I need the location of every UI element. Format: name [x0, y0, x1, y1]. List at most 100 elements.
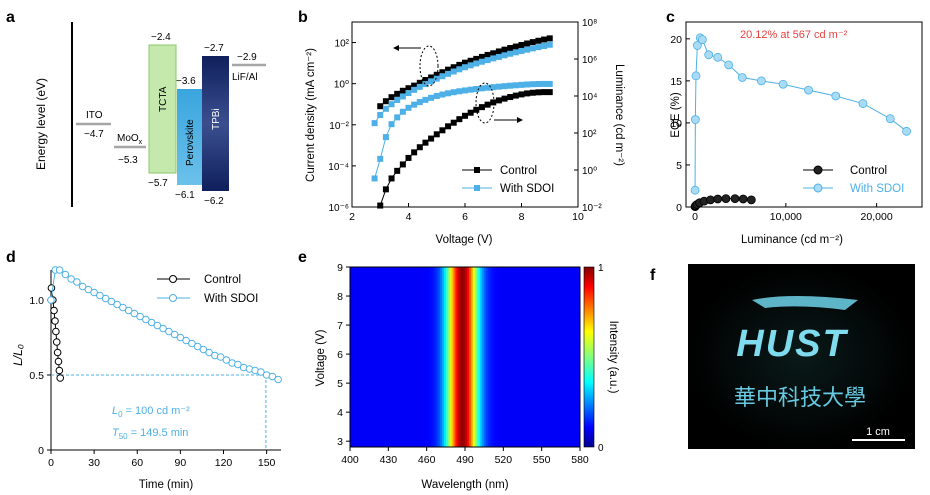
b-point: [428, 74, 435, 81]
tpbi-label: TPBi: [211, 108, 222, 130]
b-point: [546, 41, 553, 48]
d-point: [67, 275, 75, 283]
e-heat-column: [403, 267, 406, 447]
lifal-value: −2.9: [237, 52, 257, 63]
b-y2tick-label: 10²: [582, 129, 597, 140]
e-xtick-label: 460: [418, 454, 436, 466]
e-heat-column: [503, 267, 506, 447]
b-point: [416, 83, 423, 90]
b-point: [382, 186, 389, 193]
b-legend-marker: [474, 185, 480, 191]
b-point: [411, 82, 418, 89]
e-heat-column: [555, 267, 558, 447]
b-point: [467, 86, 474, 93]
b-point: [405, 154, 412, 161]
b-point: [501, 95, 508, 102]
b-point: [484, 84, 491, 91]
e-heat-column: [493, 267, 497, 447]
b-point: [546, 80, 553, 87]
b-point: [416, 79, 423, 86]
b-point: [399, 108, 406, 115]
b-point: [546, 35, 553, 42]
b-point: [439, 69, 446, 76]
e-xtick-label: 580: [571, 454, 589, 466]
c-ytick-label: 0: [676, 202, 682, 214]
plot-c: 0 10,000 20,000 0 5 10 15 20 Control With SDOI: [670, 21, 923, 223]
b-point: [507, 50, 514, 57]
e-heat-column: [557, 267, 560, 447]
b-point: [512, 43, 519, 50]
e-heat-column: [438, 267, 441, 447]
panel-e: e 400 430 460 490 520 550 580 3 4 5 6 7 8 9 Wavelengt…: [298, 249, 619, 491]
d-ylabel: L/L₀: [11, 344, 25, 366]
e-heat-column: [512, 267, 516, 447]
b-point: [535, 37, 542, 44]
e-heat-column: [476, 267, 479, 447]
b-point: [524, 40, 531, 47]
d-point: [188, 339, 196, 348]
e-heat-column: [549, 267, 552, 447]
b-y2tick-label: 10⁴: [582, 92, 597, 103]
d-point: [78, 282, 87, 291]
b-point: [501, 46, 508, 53]
b-point: [529, 45, 536, 52]
d-xtick-label: 0: [48, 457, 54, 469]
c-legend-label: With SDOI: [850, 183, 904, 195]
b-point: [439, 73, 446, 80]
plot-e: 400 430 460 490 520 550 580 3 4 5 6 7 8 9: [337, 262, 589, 466]
b-ytick-label: 10²: [335, 39, 350, 50]
e-heat-column: [574, 267, 577, 447]
e-heat-column: [509, 267, 512, 447]
e-heat-column: [369, 267, 372, 447]
plot-d: 0 30 60 90 120 150 0 0.5 1.0 Control With SDOI: [29, 266, 282, 469]
b-point: [405, 104, 412, 111]
e-heat-column: [474, 267, 477, 447]
b-point: [411, 149, 418, 156]
e-heat-column: [409, 267, 412, 447]
d-point: [257, 368, 265, 376]
panel-letter-b: b: [298, 9, 308, 26]
c-legend-label: Control: [850, 165, 887, 177]
e-heat-column: [514, 267, 518, 447]
c-xtick-label: 10,000: [770, 211, 802, 223]
c-point: [738, 194, 748, 204]
e-heat-column: [463, 267, 466, 447]
e-heat-column: [539, 267, 543, 447]
e-heat-column: [397, 267, 401, 447]
e-heat-column: [459, 267, 462, 447]
d-point: [193, 342, 202, 351]
e-heat-column: [382, 267, 385, 447]
c-point: [746, 195, 756, 205]
e-heat-column: [537, 267, 541, 447]
ito-label: ITO: [86, 110, 103, 121]
c-point: [778, 79, 788, 89]
tcta-box: [148, 44, 177, 174]
e-heat-column: [551, 267, 554, 447]
perovskite-box: [177, 89, 202, 185]
b-point: [529, 39, 536, 46]
b-point: [411, 101, 418, 108]
b-point: [422, 139, 429, 146]
moox-value: −5.3: [118, 155, 138, 166]
d-point: [96, 291, 104, 300]
b-ytick-label: 10⁻⁶: [328, 203, 349, 214]
e-heat-column: [465, 267, 468, 447]
b-point: [377, 202, 384, 209]
e-heat-column: [447, 267, 451, 447]
c-point: [704, 50, 714, 60]
panel-a: a Energy level (eV) ITO −4.7 MoOx −5.3 T…: [6, 9, 266, 207]
panel-letter-a: a: [6, 9, 15, 26]
c-xtick-label: 0: [692, 211, 698, 223]
e-heat-column: [488, 267, 491, 447]
b-arrowhead-left: [393, 45, 399, 51]
b-point: [388, 101, 395, 108]
b-point: [399, 93, 406, 100]
e-heat-column: [405, 267, 408, 447]
b-point: [439, 91, 446, 98]
e-heat-column: [530, 267, 533, 447]
b-point: [388, 175, 395, 182]
e-heat-column: [411, 267, 414, 447]
tpbi-box: [202, 56, 229, 191]
